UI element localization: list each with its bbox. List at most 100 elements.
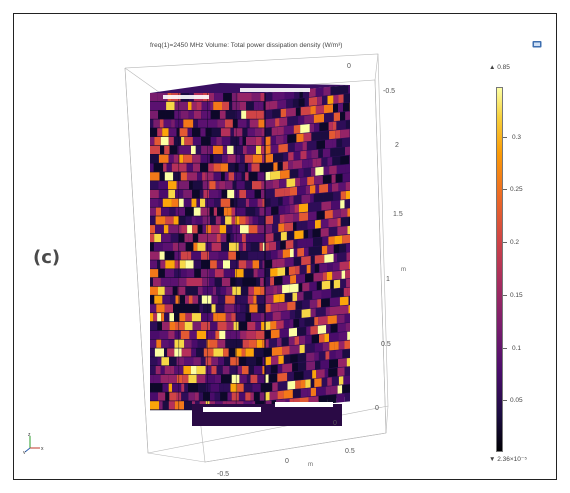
heat-cell: [246, 260, 253, 269]
heat-cell: [193, 119, 198, 128]
heat-cell: [158, 198, 163, 207]
heat-cell: [223, 207, 228, 216]
heat-cell: [188, 233, 193, 243]
heat-cell: [265, 321, 271, 331]
heat-cell: [246, 119, 250, 128]
heat-cell: [312, 290, 322, 300]
heat-cell: [346, 252, 350, 261]
heat-cell: [265, 127, 272, 137]
heat-cell: [298, 115, 305, 125]
heat-cell: [296, 221, 302, 231]
heat-cell: [315, 184, 320, 194]
heat-cell: [310, 387, 316, 397]
heat-cell: [338, 182, 346, 192]
heat-cell: [153, 383, 163, 392]
heat-cell: [286, 99, 293, 108]
heat-cell: [219, 330, 226, 339]
heat-cell: [279, 293, 285, 303]
heat-cell: [332, 121, 337, 130]
heat-cell: [189, 181, 193, 190]
heat-cell: [325, 139, 333, 149]
heat-cell: [193, 357, 201, 366]
heat-cell: [219, 181, 226, 190]
heat-cell: [239, 189, 247, 199]
heat-cell: [252, 216, 259, 225]
svg-text:y: y: [23, 450, 26, 454]
heat-cell: [225, 313, 232, 322]
heat-cell: [348, 305, 350, 314]
heat-cell: [257, 172, 265, 181]
heat-cell: [206, 330, 212, 339]
heat-cell: [276, 241, 281, 250]
heat-cell: [164, 366, 171, 375]
heat-cell: [284, 90, 295, 100]
z-tick: 1.5: [393, 211, 403, 218]
heat-cell: [231, 374, 240, 383]
heat-cell: [188, 110, 194, 119]
camera-snapshot-icon[interactable]: [532, 40, 542, 48]
heat-cell: [220, 216, 226, 225]
colorbar-tick-label: 0.1: [512, 345, 522, 352]
heat-cell: [215, 304, 225, 313]
x-tick: 0: [285, 458, 289, 465]
heat-cell: [162, 295, 171, 304]
heat-cell: [295, 300, 303, 310]
heat-cell: [289, 310, 295, 319]
heat-cell: [278, 143, 288, 153]
heat-cell: [287, 301, 296, 311]
heat-cell: [206, 383, 211, 392]
heat-cell: [310, 185, 316, 194]
heat-cell: [315, 87, 324, 97]
heat-cell: [203, 348, 214, 357]
heat-cell: [246, 357, 257, 366]
heat-cell: [211, 304, 216, 313]
heat-cell: [335, 349, 343, 359]
heat-cell: [265, 312, 273, 322]
heat-cell: [295, 177, 301, 187]
heat-cell: [227, 145, 234, 154]
heat-cell: [216, 260, 224, 269]
heat-cell: [225, 119, 233, 128]
heat-cell: [276, 152, 284, 162]
heat-cell: [160, 366, 165, 375]
heat-cell: [270, 329, 280, 339]
heat-cell: [245, 216, 249, 225]
heat-cell: [329, 350, 336, 360]
heat-cell: [235, 313, 246, 322]
heat-cell: [247, 295, 254, 304]
heat-cell: [324, 209, 333, 219]
heat-cell: [327, 315, 337, 325]
heat-cell: [314, 378, 322, 388]
heat-cell: [314, 123, 320, 132]
heat-cell: [285, 205, 290, 214]
heat-cell: [318, 149, 323, 158]
heat-cell: [305, 379, 311, 388]
heat-cell: [272, 223, 279, 233]
heat-cell: [196, 198, 201, 207]
heat-cell: [173, 137, 182, 146]
heat-cell: [300, 106, 311, 116]
heat-cell: [249, 216, 253, 225]
heat-cell: [160, 260, 166, 269]
heat-cell: [205, 198, 214, 207]
heat-cell: [270, 267, 278, 277]
heat-cell: [158, 189, 169, 199]
heat-cell: [303, 370, 313, 380]
heat-cell: [150, 225, 156, 234]
heat-cell: [157, 128, 163, 137]
heat-cell: [162, 401, 169, 410]
heat-cell: [202, 277, 210, 287]
heat-cell: [287, 116, 294, 126]
heat-cell: [265, 136, 271, 146]
heat-cell: [288, 160, 293, 170]
heat-cell: [347, 208, 350, 217]
heat-cell: [160, 145, 165, 154]
heat-cell: [191, 304, 200, 313]
heat-cell: [216, 366, 223, 375]
heat-cell: [170, 277, 178, 287]
heat-cell: [168, 128, 177, 137]
heat-cell: [201, 321, 211, 331]
heat-cell: [324, 333, 329, 343]
heat-cell: [201, 295, 212, 304]
